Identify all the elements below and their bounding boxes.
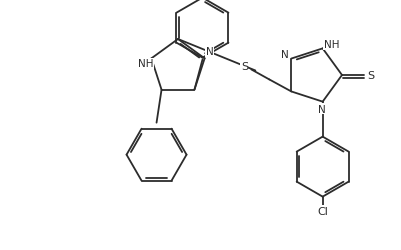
Text: S: S — [367, 71, 375, 81]
Text: N: N — [282, 49, 289, 59]
Text: S: S — [241, 62, 248, 72]
Text: N: N — [318, 104, 326, 114]
Text: Cl: Cl — [317, 206, 328, 216]
Text: NH: NH — [138, 59, 153, 69]
Text: N: N — [206, 47, 213, 57]
Text: NH: NH — [324, 40, 339, 50]
